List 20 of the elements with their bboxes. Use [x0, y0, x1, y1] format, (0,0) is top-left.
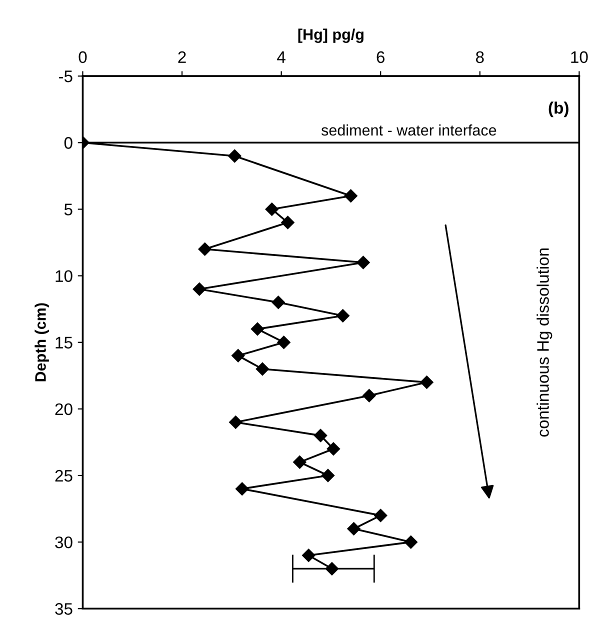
x-tick-label: 6 — [376, 51, 385, 64]
x-axis-title: [Hg] pg/g — [298, 28, 364, 43]
y-tick-label: 15 — [56, 336, 72, 349]
annotation: continuous Hg dissolution — [536, 248, 552, 437]
ref-line-label: sediment - water interface — [321, 124, 496, 136]
y-tick-label: 5 — [64, 204, 72, 216]
y-tick-label: -5 — [58, 70, 72, 82]
annotation: (b) — [548, 102, 568, 118]
x-tick-label: 4 — [277, 51, 286, 63]
y-axis-title: Depth (cm) — [34, 303, 49, 382]
y-tick-label: 0 — [64, 137, 72, 149]
y-tick-label: 30 — [55, 536, 72, 548]
y-tick-label: 25 — [55, 470, 72, 482]
x-tick-label: 10 — [571, 51, 588, 64]
y-tick-label: 20 — [55, 403, 72, 416]
x-tick-label: 8 — [476, 51, 484, 64]
x-tick-label: 2 — [178, 51, 186, 63]
y-tick-label: 35 — [55, 603, 72, 615]
x-tick-label: 0 — [78, 51, 87, 64]
y-tick-label: 10 — [56, 270, 72, 282]
